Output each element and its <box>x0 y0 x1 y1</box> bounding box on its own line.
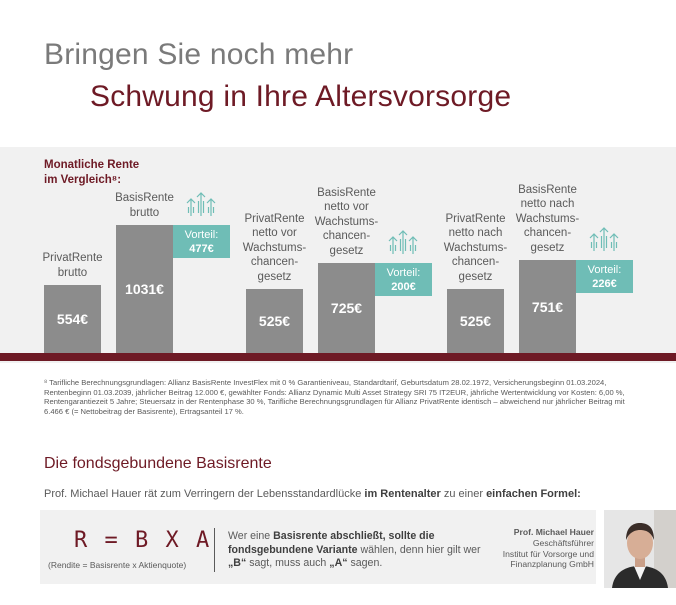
advantage-value: 226€ <box>592 278 617 290</box>
advantage-badge: Vorteil: 477€ <box>173 225 230 258</box>
chart-title: Monatliche Rente im Vergleich⁸: <box>44 158 139 188</box>
category-label-line: Wachstums- <box>515 212 580 225</box>
growth-arrow <box>196 192 206 216</box>
bar-value-label: 1031€ <box>125 281 164 297</box>
bar-value-label: 554€ <box>56 311 89 327</box>
category-label-line: gesetz <box>458 270 493 283</box>
bar-5: 525€ <box>447 289 504 355</box>
intro-bold-1: im Rentenalter <box>364 488 441 500</box>
advantage-value: 477€ <box>189 243 214 255</box>
category-label-line: netto vor <box>252 227 297 239</box>
category-label-line: Wachstums- <box>314 215 379 228</box>
growth-arrow <box>398 230 408 254</box>
category-label-line: BasisRente <box>317 186 376 199</box>
quote-text-4: sagen. <box>347 557 383 569</box>
advantage-label: Vorteil: <box>386 267 421 279</box>
photo-shirt <box>634 566 646 580</box>
intro-bold-2: einfachen Formel: <box>486 488 581 500</box>
bar-1: 554€ <box>44 285 101 355</box>
quote-bold-2: „B“ <box>228 557 247 569</box>
category-label: BasisRente netto vor Wachstums-chancen-ges… <box>304 186 389 259</box>
photo-neck <box>635 556 645 567</box>
headline-line2: Schwung in Ihre Altersvorsorge <box>90 80 512 113</box>
category-label-line: chancen- <box>523 227 572 239</box>
growth-arrows-icon <box>186 192 216 216</box>
chart-baseline <box>0 353 676 361</box>
category-label: BasisRente brutto <box>102 191 187 220</box>
category-label-line: brutto <box>57 266 88 279</box>
bar-value-label: 725€ <box>330 300 363 316</box>
person-name: Prof. Michael Hauer <box>513 527 594 537</box>
portrait-photo <box>604 510 676 588</box>
intro-text-2: zu einer <box>440 488 487 500</box>
category-label-line: chancen- <box>451 256 500 268</box>
person-info: Prof. Michael Hauer Geschäftsführer Inst… <box>462 527 594 570</box>
person-org-line1: Institut für Vorsorge und <box>502 548 594 559</box>
growth-arrow <box>609 233 619 251</box>
formula-note: (Rendite = Basisrente x Aktienquote) <box>48 560 187 570</box>
category-label-line: netto vor <box>324 201 369 213</box>
category-label-line: gesetz <box>329 244 364 257</box>
category-label: PrivatRente netto nach Wachstums-chancen-g… <box>433 212 518 285</box>
person-role: Geschäftsführer <box>532 537 594 548</box>
category-label: PrivatRente netto vor Wachstums-chancen-ge… <box>232 212 317 285</box>
category-label-line: PrivatRente <box>244 212 305 225</box>
advantage-label: Vorteil: <box>587 264 622 276</box>
advantage-label: Vorteil: <box>184 229 219 241</box>
bar-4: 725€ <box>318 263 375 355</box>
bar-3: 525€ <box>246 289 303 355</box>
photo-shadow <box>654 510 676 588</box>
person-org-line2: Finanzplanung GmbH <box>510 559 594 570</box>
category-label-line: chancen- <box>322 230 371 242</box>
advantage-badge: Vorteil: 200€ <box>375 263 432 296</box>
headline-line1: Bringen Sie noch mehr <box>44 38 354 71</box>
photo-hair <box>626 523 654 540</box>
quote-text-3: sagt, muss auch <box>246 557 330 569</box>
growth-arrows-icon <box>589 227 619 251</box>
chart-title-line1: Monatliche Rente <box>44 159 140 171</box>
formula-text: R = B X A <box>74 528 212 553</box>
category-label-line: chancen- <box>250 256 299 268</box>
category-label-line: netto nach <box>448 227 503 239</box>
category-label-line: BasisRente <box>115 192 174 204</box>
formula-box <box>40 510 596 584</box>
growth-arrows-icon <box>388 230 418 254</box>
bar-value-label: 525€ <box>258 313 291 329</box>
quote: Wer eine Basisrente abschließt, sollte d… <box>228 530 483 571</box>
category-label-line: BasisRente <box>518 183 577 196</box>
section-title: Die fondsgebundene Basisrente <box>44 455 272 472</box>
footnote: ⁸ Tarifliche Berechnungsgrundlagen: Alli… <box>44 378 625 416</box>
growth-arrow <box>388 236 398 254</box>
advantage-badge: Vorteil: 226€ <box>576 260 633 293</box>
quote-bold-1: Basisrente abschließt, sollte die fondsg… <box>228 530 435 556</box>
bar-value-label: 751€ <box>531 299 564 315</box>
category-label-line: gesetz <box>530 241 565 254</box>
quote-bold-3: „A“ <box>329 557 348 569</box>
category-label-line: PrivatRente <box>445 212 506 225</box>
bar-value-label: 525€ <box>459 313 492 329</box>
category-label-line: netto nach <box>520 198 575 210</box>
category-label-line: gesetz <box>257 270 292 283</box>
intro-text-1: Prof. Michael Hauer rät zum Verringern d… <box>44 488 365 500</box>
category-label-line: brutto <box>129 206 160 219</box>
quote-text-2: wählen, denn hier gilt wer <box>357 543 481 556</box>
formula-divider <box>214 528 215 572</box>
category-label-line: Wachstums- <box>443 241 508 254</box>
growth-arrow <box>408 236 418 254</box>
category-label: PrivatRente brutto <box>30 251 115 280</box>
growth-arrow <box>206 198 216 216</box>
growth-arrow <box>589 233 599 251</box>
category-label-line: PrivatRente <box>42 252 103 264</box>
category-label-line: Wachstums- <box>242 241 307 254</box>
bar-6: 751€ <box>519 260 576 355</box>
photo-face <box>627 527 653 559</box>
growth-arrow <box>599 227 609 251</box>
section-intro: Prof. Michael Hauer rät zum Verringern d… <box>44 488 581 500</box>
growth-arrow <box>186 198 196 216</box>
quote-text-1: Wer eine <box>228 530 274 542</box>
bar-2: 1031€ <box>116 225 173 355</box>
chart-title-line2: im Vergleich⁸: <box>44 174 122 186</box>
category-label: BasisRente netto nach Wachstums-chancen-ge… <box>505 183 590 256</box>
advantage-value: 200€ <box>391 281 416 293</box>
